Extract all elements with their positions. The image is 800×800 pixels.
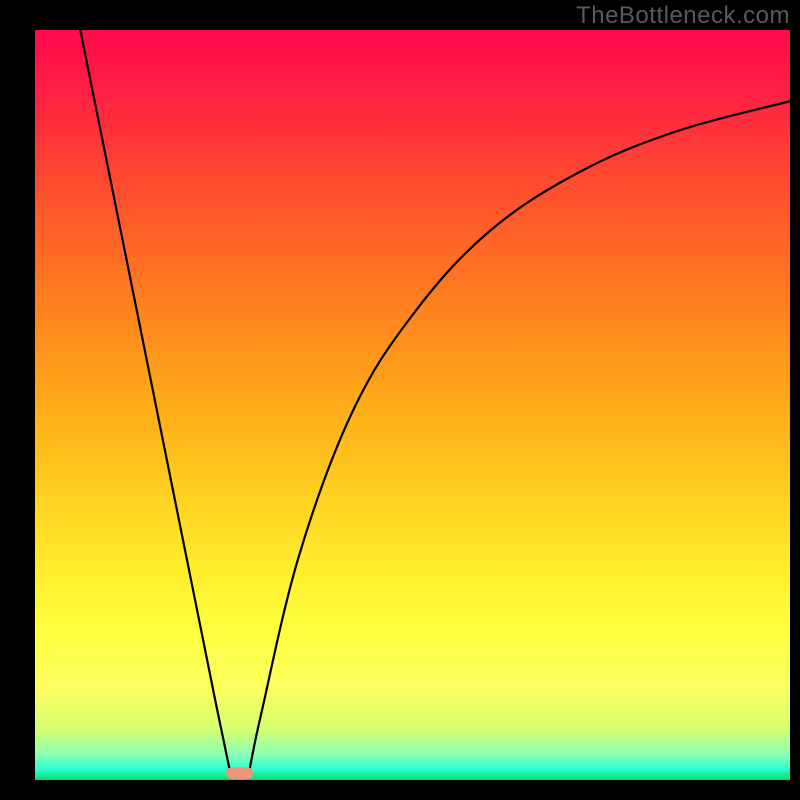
optimal-marker <box>226 767 253 779</box>
watermark-text: TheBottleneck.com <box>576 2 790 30</box>
chart-container: TheBottleneck.com <box>0 0 800 800</box>
bottleneck-chart <box>0 0 800 800</box>
plot-background <box>35 30 790 780</box>
